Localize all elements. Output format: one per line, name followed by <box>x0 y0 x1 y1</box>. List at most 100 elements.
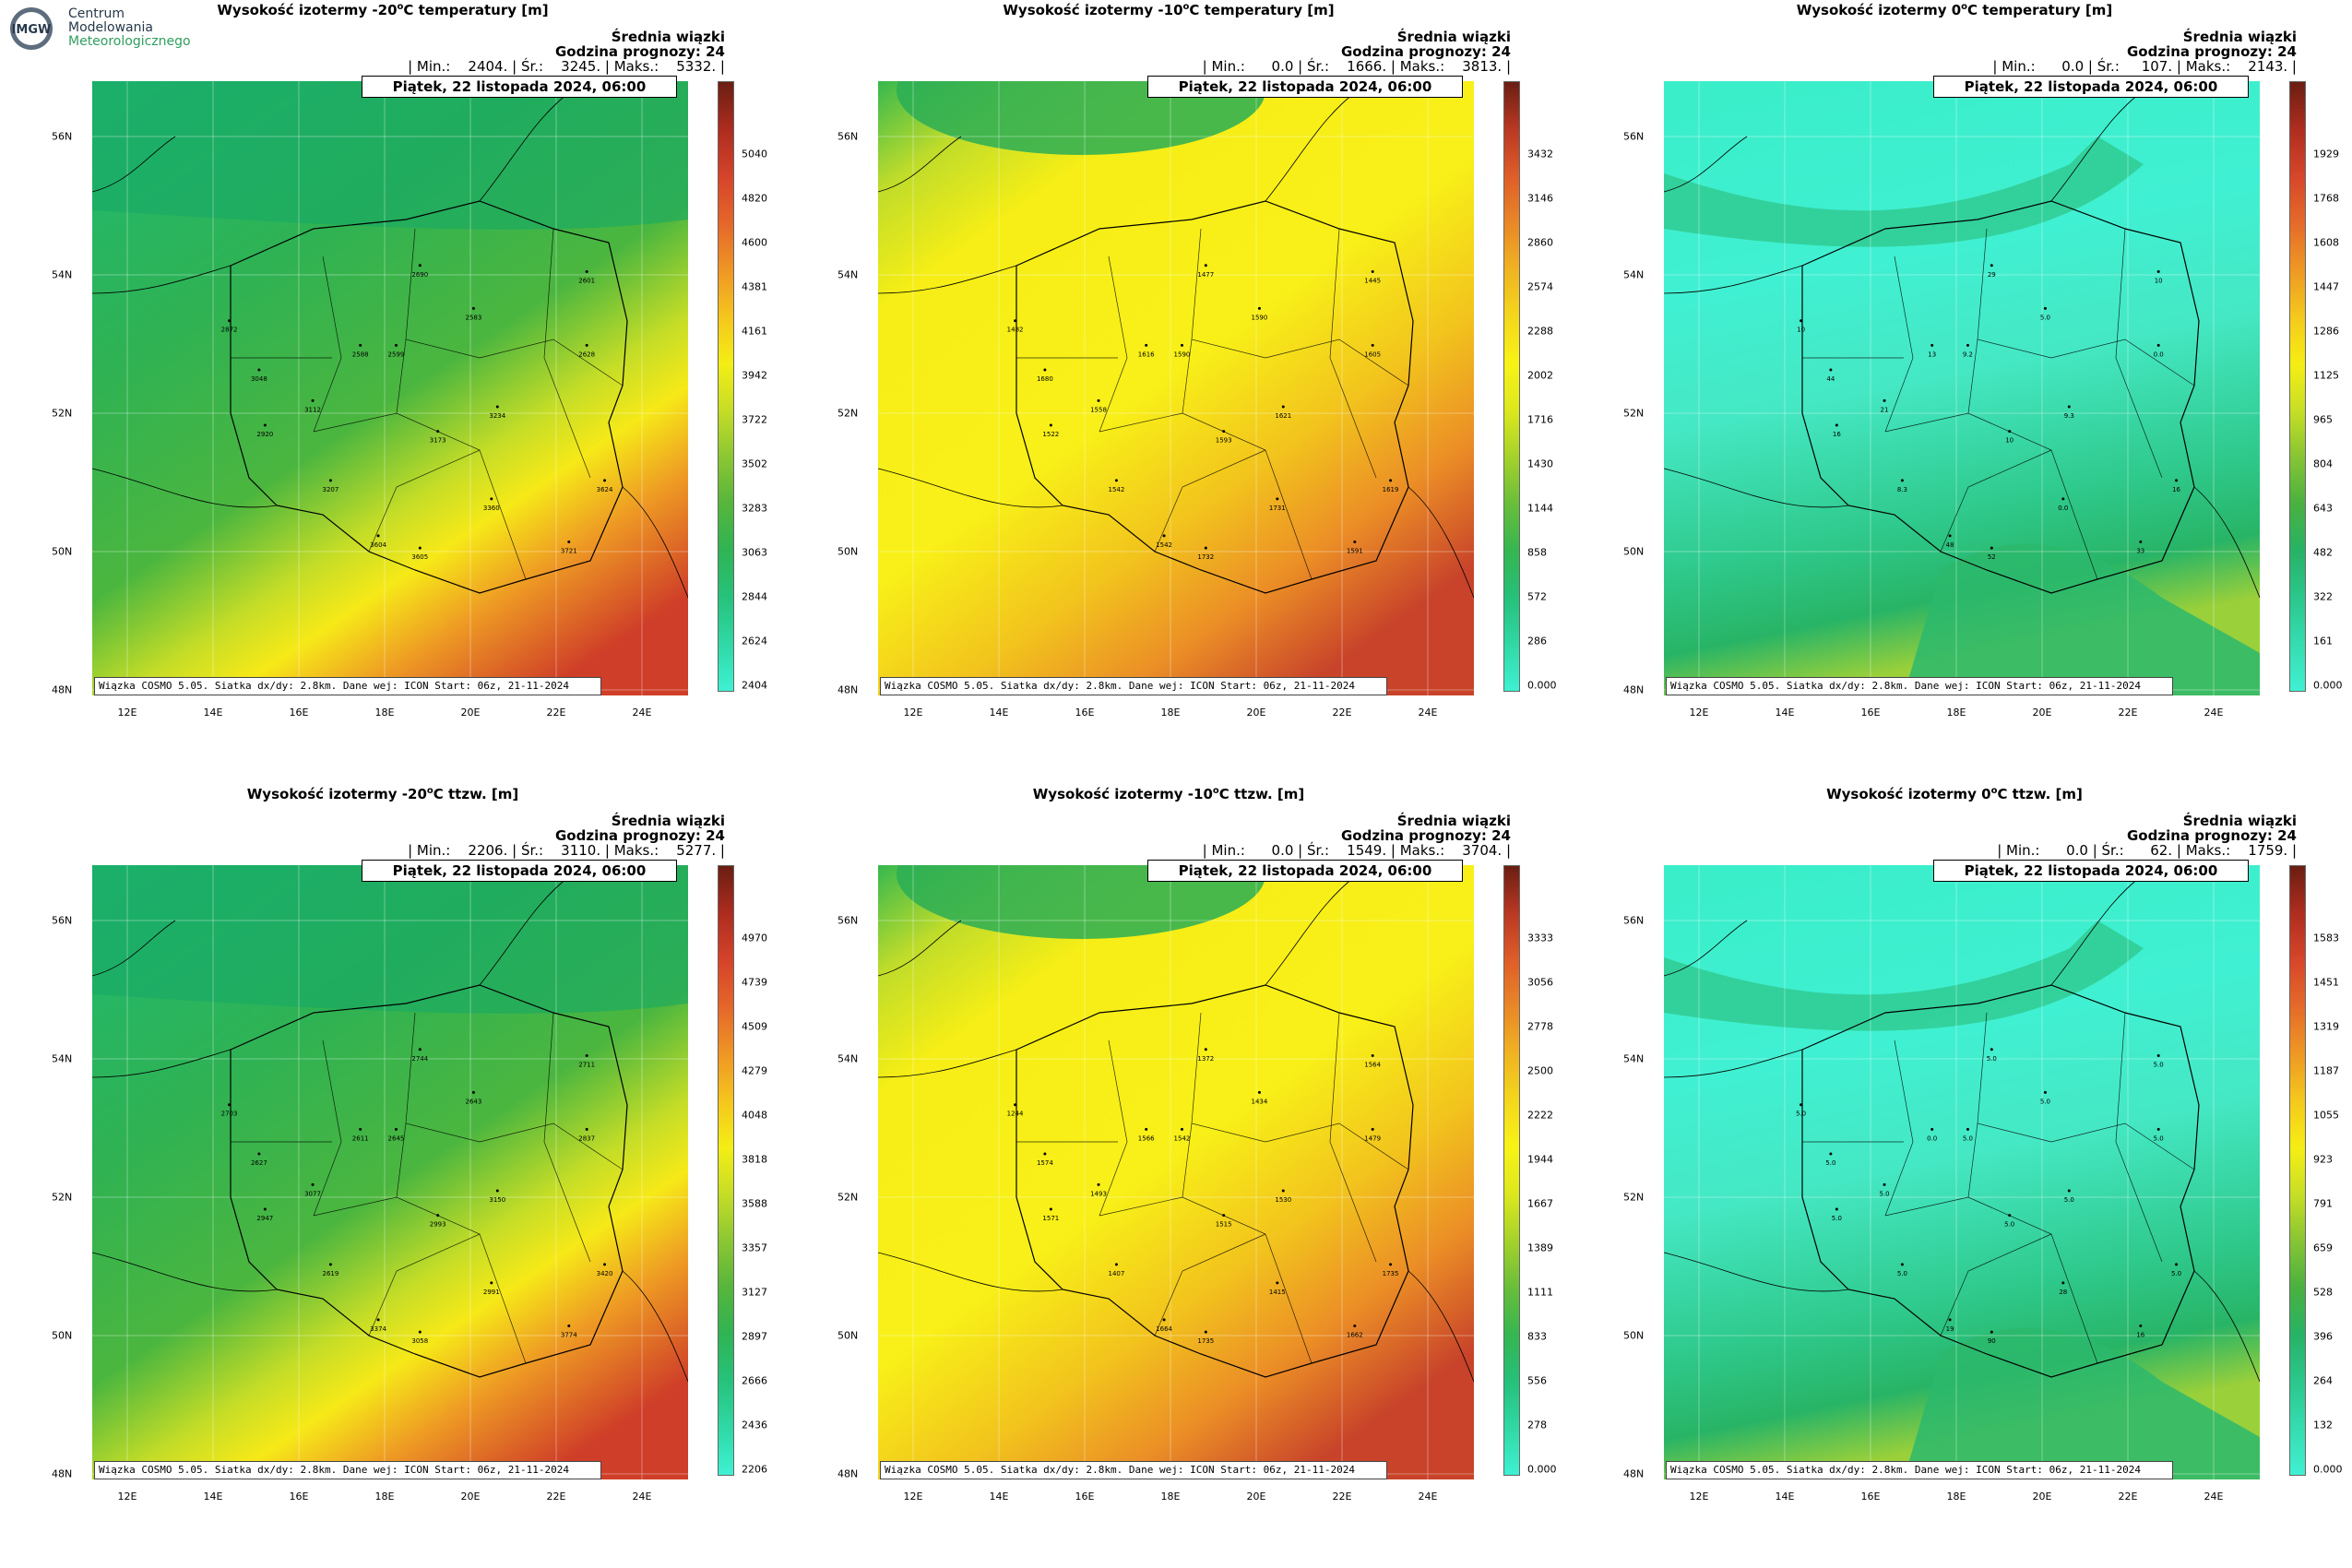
forecast-info: Średnia wiązki Godzina prognozy: 24 | Min.… <box>1203 814 1511 858</box>
colorbar <box>1503 81 1520 692</box>
region-border <box>368 1233 481 1336</box>
info-forecast-hour: Godzina prognozy: 24 <box>554 827 725 844</box>
city-value: 2744 <box>411 1055 428 1063</box>
colorbar-tick-label: 3818 <box>742 1153 767 1166</box>
panel-title: Wysokość izotermy -20oC temperatury [m] <box>0 2 766 18</box>
city-marker <box>1800 1103 1803 1107</box>
city-marker <box>495 405 499 409</box>
city-marker <box>1222 430 1226 434</box>
city-value: 52 <box>1988 553 1996 561</box>
neighbor-border <box>1408 1270 1474 1383</box>
city-value: 1680 <box>1037 375 1053 383</box>
region-border <box>1940 1233 2052 1336</box>
forecast-date: Piątek, 22 listopada 2024, 06:00 <box>362 860 677 882</box>
city-value: 2645 <box>388 1134 405 1142</box>
colorbar-tick-label: 1944 <box>1527 1153 1553 1166</box>
city-marker <box>567 540 571 543</box>
lon-tick-label: 20E <box>1246 1491 1266 1503</box>
logo-line1: Centrum <box>68 6 125 21</box>
neighbor-border <box>1408 486 1474 599</box>
lat-tick-label: 50N <box>52 545 73 558</box>
colorbar-tick-label: 1125 <box>2313 369 2339 382</box>
lon-tick-label: 12E <box>117 707 137 719</box>
city-value: 3234 <box>489 412 505 420</box>
city-marker <box>1930 1127 1934 1131</box>
city-value: 3605 <box>411 553 428 561</box>
lon-tick-label: 20E <box>460 707 481 719</box>
region-border <box>2115 1012 2163 1263</box>
neighbor-border <box>1664 1049 1803 1078</box>
lat-tick-label: 52N <box>1623 1191 1645 1204</box>
city-value: 3360 <box>483 505 500 512</box>
info-forecast-hour: Godzina prognozy: 24 <box>554 43 725 60</box>
lon-tick-label: 18E <box>1160 1491 1181 1503</box>
colorbar-tick-label: 4161 <box>742 325 767 338</box>
city-marker <box>1900 479 1904 482</box>
city-marker <box>1043 1152 1047 1156</box>
neighbor-border <box>622 1270 688 1383</box>
title-text: Wysokość izotermy -20 <box>217 2 398 18</box>
colorbar-tick-label: 1667 <box>1527 1197 1553 1210</box>
colorbar-ticks: 2404 2624 2844 3063 3283 3502 3722 3942 4161 4381… <box>738 81 793 699</box>
region-border <box>1329 1012 1377 1263</box>
city-value: 10 <box>2005 437 2013 445</box>
city-value: 28 <box>2059 1289 2067 1296</box>
colorbar <box>1503 865 1520 1476</box>
city-value: 5.0 <box>1825 1159 1835 1167</box>
city-value: 0.0 <box>2058 505 2068 512</box>
colorbar-tick-label: 3588 <box>742 1197 767 1210</box>
city-marker <box>2043 306 2047 310</box>
city-value: 2991 <box>483 1289 500 1296</box>
city-marker <box>1222 1214 1226 1218</box>
city-value: 1479 <box>1364 1134 1381 1142</box>
isotherm-map: 2744 2711 2703 2643 2611 2645 2627 2837 3150 2947… <box>92 865 688 1479</box>
lon-tick-label: 18E <box>1946 1491 1966 1503</box>
city-marker <box>436 1214 440 1218</box>
region-border <box>1154 1233 1266 1336</box>
city-marker <box>2175 479 2179 482</box>
city-marker <box>328 479 332 482</box>
city-marker <box>376 534 380 538</box>
city-marker <box>1145 343 1148 347</box>
city-marker <box>1371 1127 1374 1131</box>
lat-tick-label: 50N <box>1623 1329 1645 1342</box>
colorbar-ticks: 0.000 286 572 858 1144 1430 1716 2002 2288 2574 28… <box>1524 81 1579 699</box>
lon-tick-label: 12E <box>903 707 923 719</box>
lat-tick-label: 52N <box>837 407 859 420</box>
lon-tick-label: 24E <box>632 707 652 719</box>
coastline <box>878 136 962 193</box>
colorbar-tick-label: 4509 <box>742 1020 767 1033</box>
city-marker <box>418 1330 422 1334</box>
neighbor-border <box>92 265 232 294</box>
city-marker <box>418 264 422 267</box>
lon-tick-label: 22E <box>1332 1491 1352 1503</box>
city-marker <box>2061 497 2065 501</box>
city-marker <box>2156 343 2160 347</box>
logo-line3: Meteorologicznego <box>68 34 191 49</box>
city-marker <box>1014 319 1017 323</box>
colorbar-tick-label: 833 <box>1527 1330 1547 1343</box>
city-value: 5.0 <box>1897 1270 1907 1277</box>
lat-tick-label: 48N <box>837 683 859 696</box>
colorbar-tick-label: 1319 <box>2313 1020 2339 1033</box>
colorbar-tick-label: 278 <box>1527 1419 1547 1431</box>
colorbar-tick-label: 528 <box>2313 1286 2333 1299</box>
title-sup: o <box>426 786 434 796</box>
isotherm-map: 1477 1445 1482 1590 1616 1590 1680 1605 1621 1522… <box>878 81 1474 695</box>
city-value: 19 <box>1946 1325 1954 1333</box>
model-footer: Wiązka COSMO 5.05. Siatka dx/dy: 2.8km. … <box>94 677 601 695</box>
city-value: 1605 <box>1364 350 1381 358</box>
city-marker <box>1281 1189 1285 1193</box>
lon-tick-label: 12E <box>1689 707 1709 719</box>
colorbar-tick-label: 3127 <box>742 1286 767 1299</box>
colorbar-tick-label: 4381 <box>742 280 767 293</box>
city-value: 2643 <box>466 1098 482 1105</box>
city-value: 3374 <box>370 1325 386 1333</box>
country-border <box>1801 200 2200 594</box>
logo-line2: Modelowania <box>68 20 153 35</box>
city-value: 3048 <box>251 375 267 383</box>
city-marker <box>1162 534 1166 538</box>
city-value: 5.0 <box>2040 314 2050 321</box>
city-marker <box>1180 343 1183 347</box>
forecast-date: Piątek, 22 listopada 2024, 06:00 <box>1147 860 1463 882</box>
